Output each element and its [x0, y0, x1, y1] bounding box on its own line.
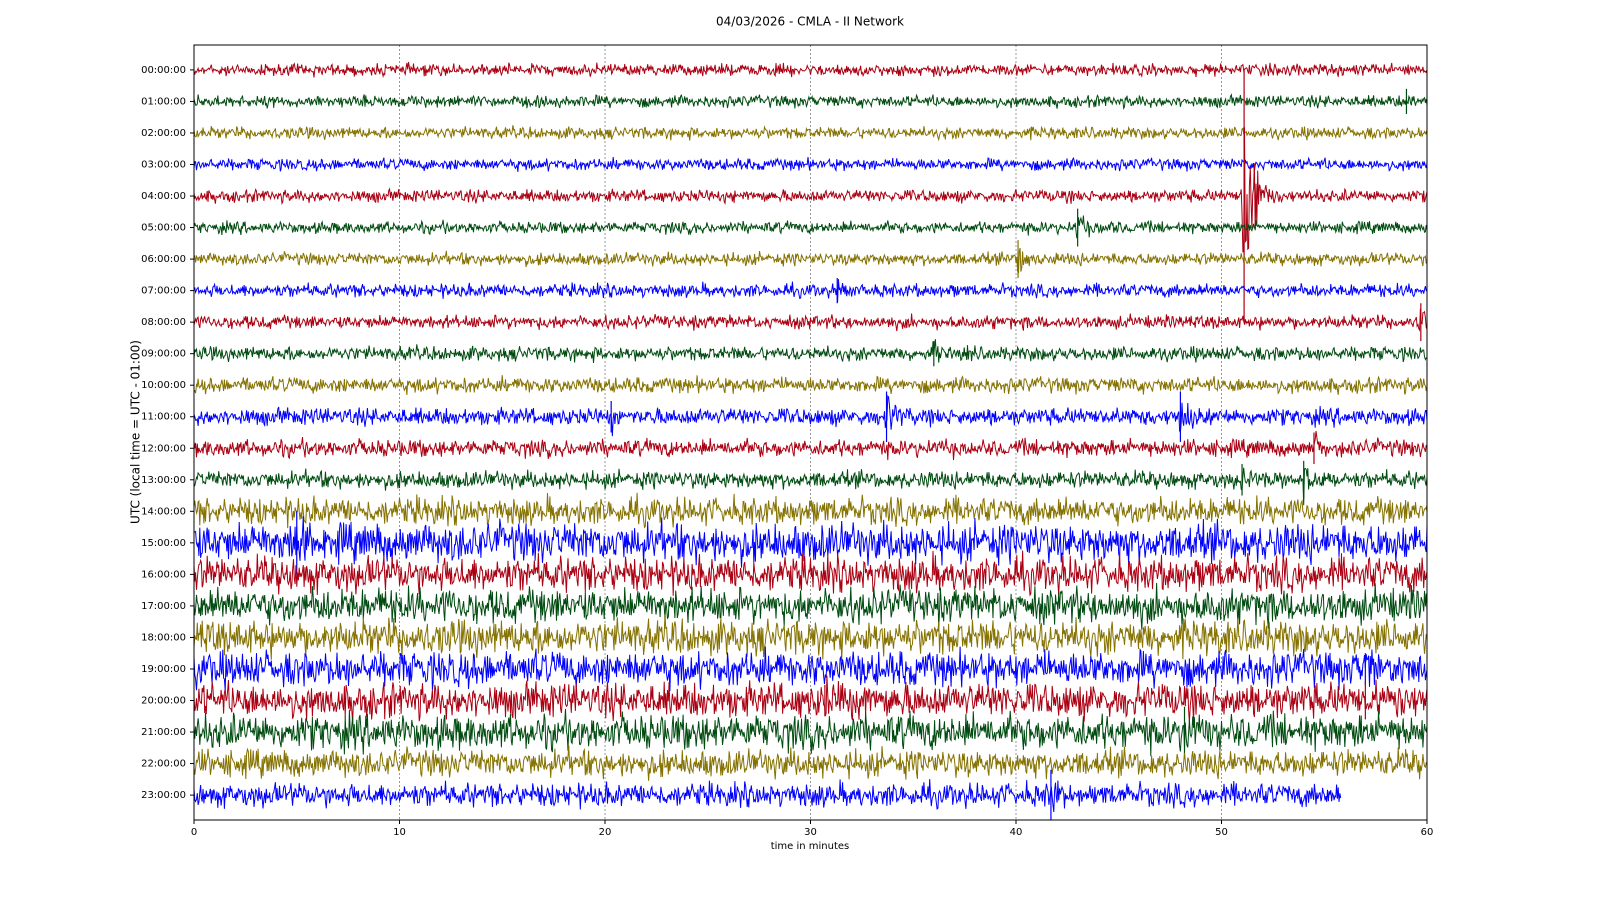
y-tick-label: 17:00:00 — [141, 601, 186, 612]
x-tick-label: 40 — [1010, 827, 1023, 838]
y-tick-label: 19:00:00 — [141, 664, 186, 675]
chart-title: 04/03/2026 - CMLA - II Network — [716, 15, 904, 29]
x-axis-label: time in minutes — [771, 841, 850, 852]
trace — [194, 61, 1427, 79]
y-tick-label: 23:00:00 — [141, 790, 186, 801]
trace — [194, 375, 1427, 396]
trace — [194, 339, 1427, 363]
x-tick-label: 0 — [191, 827, 197, 838]
trace — [194, 156, 1427, 172]
trace — [194, 745, 1427, 781]
y-tick-label: 14:00:00 — [141, 506, 186, 517]
y-tick-label: 11:00:00 — [141, 412, 186, 423]
y-tick-label: 21:00:00 — [141, 727, 186, 738]
trace — [194, 467, 1427, 506]
trace — [194, 492, 1427, 529]
trace — [194, 708, 1427, 757]
x-tick-label: 30 — [804, 827, 817, 838]
y-tick-label: 10:00:00 — [141, 380, 186, 391]
y-tick-label: 01:00:00 — [141, 96, 186, 107]
trace — [194, 125, 1427, 142]
y-tick-label: 06:00:00 — [141, 254, 186, 265]
x-tick-label: 10 — [393, 827, 406, 838]
trace — [194, 779, 1342, 813]
y-tick-label: 15:00:00 — [141, 538, 186, 549]
trace — [194, 516, 1427, 568]
trace — [194, 93, 1427, 110]
trace — [194, 279, 1427, 303]
y-tick-label: 13:00:00 — [141, 475, 186, 486]
y-axis-label: UTC (local time = UTC - 01:00) — [129, 340, 143, 524]
y-tick-label: 07:00:00 — [141, 286, 186, 297]
trace — [194, 614, 1427, 661]
trace — [194, 127, 1427, 253]
y-tick-label: 12:00:00 — [141, 443, 186, 454]
trace — [194, 550, 1427, 597]
y-tick-label: 20:00:00 — [141, 696, 186, 707]
trace — [194, 582, 1427, 630]
trace — [194, 646, 1427, 692]
y-tick-label: 16:00:00 — [141, 569, 186, 580]
trace — [194, 675, 1427, 723]
x-tick-label: 50 — [1215, 827, 1228, 838]
trace — [194, 430, 1427, 461]
y-tick-label: 22:00:00 — [141, 759, 186, 770]
y-tick-label: 02:00:00 — [141, 128, 186, 139]
y-tick-label: 00:00:00 — [141, 65, 186, 76]
y-tick-label: 18:00:00 — [141, 632, 186, 643]
y-tick-label: 09:00:00 — [141, 349, 186, 360]
y-tick-label: 08:00:00 — [141, 317, 186, 328]
trace — [194, 247, 1427, 274]
x-tick-label: 60 — [1421, 827, 1434, 838]
traces — [194, 61, 1427, 820]
x-tick-label: 20 — [599, 827, 612, 838]
trace — [194, 308, 1427, 332]
y-tick-label: 05:00:00 — [141, 223, 186, 234]
trace — [194, 215, 1427, 239]
y-tick-label: 04:00:00 — [141, 191, 186, 202]
plot-frame — [193, 44, 1428, 821]
y-tick-label: 03:00:00 — [141, 159, 186, 170]
trace — [194, 394, 1427, 437]
